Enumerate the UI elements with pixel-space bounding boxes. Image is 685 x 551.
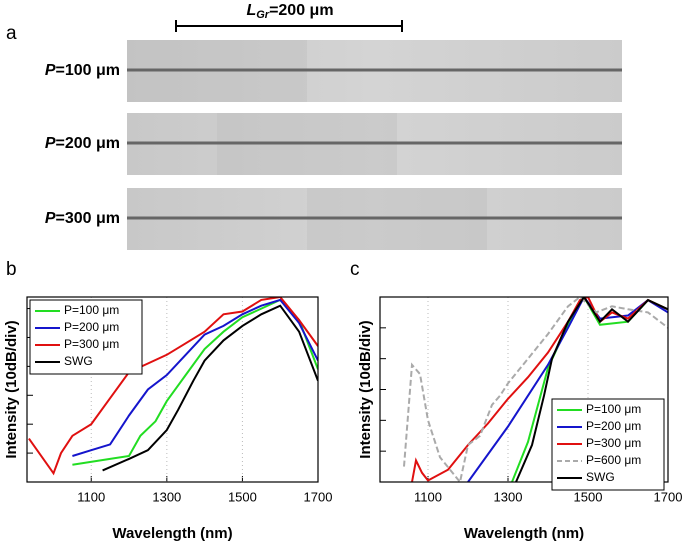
legend-label: SWG bbox=[586, 470, 615, 484]
legend-label: SWG bbox=[64, 354, 93, 368]
x-tick-label: 1100 bbox=[414, 489, 442, 504]
legend-label: P=300 μm bbox=[586, 436, 641, 450]
x-tick-label: 1500 bbox=[574, 489, 603, 504]
panel-label: a bbox=[6, 23, 17, 44]
legend-label: P=200 μm bbox=[586, 419, 641, 433]
plot-frame bbox=[26, 296, 319, 483]
series-line bbox=[515, 297, 668, 482]
image-label: P=100 μm bbox=[45, 62, 120, 79]
panel-label: c bbox=[350, 259, 360, 280]
var: P bbox=[45, 210, 56, 227]
y-axis-label: Intensity (10dB/div) bbox=[3, 320, 20, 458]
image-label: P=300 μm bbox=[45, 210, 120, 227]
x-tick-label: 1700 bbox=[304, 489, 333, 504]
plot-frame bbox=[379, 296, 669, 483]
legend-label: P=600 μm bbox=[586, 453, 641, 467]
sub: Gr bbox=[256, 9, 270, 21]
text: =200 μm bbox=[56, 135, 121, 152]
series-line bbox=[28, 297, 318, 476]
image-label: P=200 μm bbox=[45, 135, 120, 152]
text: =300 μm bbox=[56, 210, 121, 227]
plot-lines bbox=[28, 297, 318, 476]
series-line bbox=[403, 297, 668, 482]
series-line bbox=[72, 298, 318, 457]
legend-label: P=200 μm bbox=[64, 320, 119, 334]
x-tick-label: 1700 bbox=[654, 489, 683, 504]
panel-label: b bbox=[6, 259, 17, 280]
text: =200 μm bbox=[269, 2, 334, 19]
x-tick-label: 1500 bbox=[228, 489, 257, 504]
scale-bar-label: LGr=200 μm bbox=[246, 2, 333, 21]
x-axis-label: Wavelength (nm) bbox=[464, 525, 584, 542]
series-line bbox=[102, 304, 318, 472]
var: P bbox=[45, 62, 56, 79]
legend-label: P=300 μm bbox=[64, 337, 119, 351]
legend-label: P=100 μm bbox=[64, 303, 119, 317]
x-tick-label: 1300 bbox=[152, 489, 181, 504]
text: =100 μm bbox=[56, 62, 121, 79]
var: L bbox=[246, 2, 256, 19]
x-axis-label: Wavelength (nm) bbox=[112, 525, 232, 542]
y-axis-label: Intensity (10dB/div) bbox=[357, 320, 374, 458]
x-tick-label: 1100 bbox=[77, 489, 105, 504]
legend-label: P=100 μm bbox=[586, 402, 641, 416]
x-tick-label: 1300 bbox=[494, 489, 523, 504]
legend-box bbox=[29, 299, 143, 375]
series-line bbox=[411, 297, 668, 482]
image-strips bbox=[127, 40, 622, 250]
plot-lines bbox=[403, 297, 668, 482]
var: P bbox=[45, 135, 56, 152]
